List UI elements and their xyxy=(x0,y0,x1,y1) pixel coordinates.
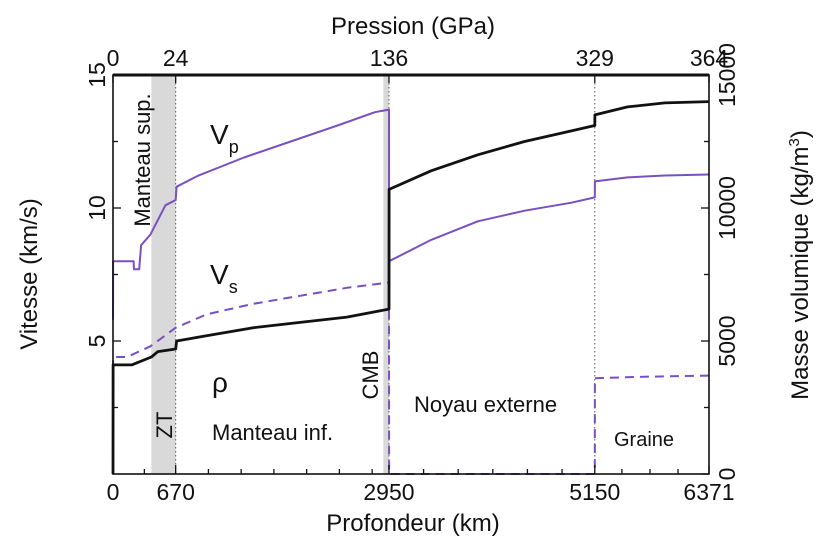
right-tick-label-2: 10000 xyxy=(714,176,740,240)
left-axis-title: Vitesse (km/s) xyxy=(16,198,43,350)
vp-label-sub: p xyxy=(229,137,239,157)
right-tick-label-3: 15000 xyxy=(714,43,740,107)
zt-label: ZT xyxy=(152,412,177,439)
top-tick-label-1: 24 xyxy=(163,45,189,71)
vs-label-main: V xyxy=(210,259,229,290)
right-tick-label-1: 5000 xyxy=(714,315,740,366)
vp-label-main: V xyxy=(210,119,229,150)
x-tick-label-1: 670 xyxy=(156,479,194,505)
right-axis-title-main: Masse volumique (kg/m xyxy=(787,146,814,399)
right-axis-title-end: ) xyxy=(787,130,814,138)
shaded-bands xyxy=(151,75,389,474)
rho-label: ρ xyxy=(212,367,228,398)
top-tick-label-4: 364 xyxy=(690,45,729,71)
series-Vs xyxy=(112,281,710,475)
vs-label-sub: s xyxy=(229,277,238,297)
top-tick-label-3: 329 xyxy=(576,45,614,71)
ticks xyxy=(112,74,710,475)
x-tick-label-2: 2950 xyxy=(363,479,414,505)
x-tick-label-3: 5150 xyxy=(569,479,620,505)
vs-label: Vs xyxy=(210,259,238,297)
top-tick-label-0: 0 xyxy=(107,45,120,71)
right-axis-title-sup: 3 xyxy=(786,138,803,146)
top-tick-label-2: 136 xyxy=(370,45,408,71)
manteau-inf-label: Manteau inf. xyxy=(212,420,333,445)
series-layer xyxy=(111,100,710,475)
shaded-band-1 xyxy=(383,75,389,474)
plot-frame xyxy=(112,74,710,475)
left-tick-label-1: 10 xyxy=(84,195,110,221)
graine-label: Graine xyxy=(614,429,674,451)
left-tick-label-0: 5 xyxy=(84,335,110,348)
shaded-band-0 xyxy=(151,75,176,474)
left-tick-label-2: 15 xyxy=(84,62,110,88)
right-axis-title: Masse volumique (kg/m3) xyxy=(786,130,814,400)
manteau-sup-label: Manteau sup. xyxy=(130,93,155,226)
cmb-label: CMB xyxy=(358,351,383,400)
series-rho xyxy=(111,100,710,475)
series-Vp xyxy=(112,108,710,320)
x-axis-title: Profondeur (km) xyxy=(326,510,499,537)
vp-label: Vp xyxy=(210,119,239,157)
top-axis-title: Pression (GPa) xyxy=(331,13,495,40)
noyau-externe-label: Noyau externe xyxy=(414,392,557,417)
right-tick-label-0: 0 xyxy=(714,468,740,481)
x-tick-label-0: 0 xyxy=(107,479,120,505)
x-tick-label-4: 6371 xyxy=(683,479,734,505)
